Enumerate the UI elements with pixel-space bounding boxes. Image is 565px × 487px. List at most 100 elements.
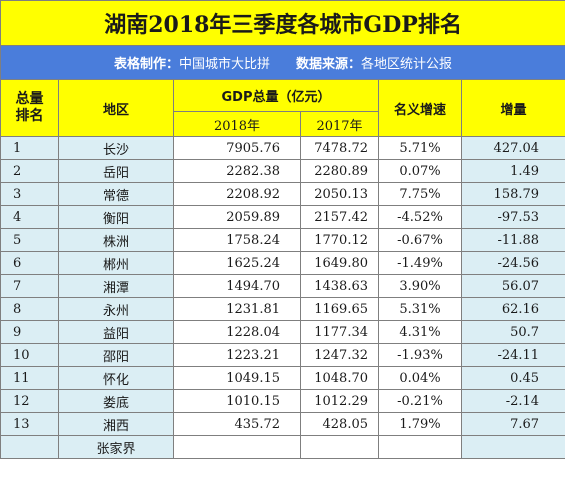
info-line: 表格制作：中国城市大比拼 数据来源：各地区统计公报 — [0, 45, 565, 80]
header-gdp-total: GDP总量（亿元） — [173, 79, 379, 112]
header-rank-line2: 排名 — [15, 108, 44, 124]
growth-cell: 3.90% — [378, 274, 462, 298]
city-cell: 娄底 — [58, 389, 174, 413]
gdp-2018-cell — [173, 435, 301, 459]
increase-cell: 427.04 — [460, 136, 565, 160]
city-cell: 怀化 — [58, 366, 174, 390]
rank-cell: 5 — [0, 228, 59, 252]
gdp-2018-cell: 1010.15 — [173, 389, 301, 413]
increase-cell: -11.88 — [460, 228, 565, 252]
gdp-2018-cell: 2059.89 — [173, 205, 301, 229]
gdp-2017-cell: 2280.89 — [300, 159, 379, 183]
increase-cell: -2.14 — [460, 389, 565, 413]
header-nominal-growth: 名义增速 — [378, 79, 462, 137]
gdp-2018-cell: 1758.24 — [173, 228, 301, 252]
header-rank-line1: 总量 — [15, 91, 44, 107]
city-cell: 益阳 — [58, 320, 174, 344]
growth-cell: -1.49% — [378, 251, 462, 275]
table-row: 5 株洲 1758.24 1770.12 -0.67% -11.88 — [0, 228, 565, 252]
increase-cell: 1.49 — [460, 159, 565, 183]
increase-cell: 158.79 — [460, 182, 565, 206]
gdp-2018-cell: 1049.15 — [173, 366, 301, 390]
increase-cell: -97.53 — [460, 205, 565, 229]
gdp-2018-cell: 2208.92 — [173, 182, 301, 206]
increase-cell: 0.45 — [460, 366, 565, 390]
gdp-2017-cell: 1247.32 — [300, 343, 379, 367]
gdp-2017-cell: 1048.70 — [300, 366, 379, 390]
growth-cell: 0.04% — [378, 366, 462, 390]
table-row: 1 长沙 7905.76 7478.72 5.71% 427.04 — [0, 136, 565, 160]
header-region: 地区 — [58, 79, 174, 137]
rank-cell: 10 — [0, 343, 59, 367]
city-cell: 郴州 — [58, 251, 174, 275]
table-row: 3 常德 2208.92 2050.13 7.75% 158.79 — [0, 182, 565, 206]
gdp-2018-cell: 435.72 — [173, 412, 301, 436]
gdp-2017-cell: 1169.65 — [300, 297, 379, 321]
table-row: 2 岳阳 2282.38 2280.89 0.07% 1.49 — [0, 159, 565, 183]
gdp-2017-cell: 7478.72 — [300, 136, 379, 160]
header-increment: 增量 — [460, 79, 565, 137]
gdp-2018-cell: 1494.70 — [173, 274, 301, 298]
table-row: 6 郴州 1625.24 1649.80 -1.49% -24.56 — [0, 251, 565, 275]
city-cell: 永州 — [58, 297, 174, 321]
increase-cell: -24.11 — [460, 343, 565, 367]
increase-cell: -24.56 — [460, 251, 565, 275]
city-cell: 张家界 — [58, 435, 174, 459]
gdp-2018-cell: 7905.76 — [173, 136, 301, 160]
table-title: 湖南2018年三季度各城市GDP排名 — [0, 0, 565, 46]
gdp-2017-cell: 2050.13 — [300, 182, 379, 206]
header-year-2018: 2018年 — [173, 111, 301, 137]
increase-cell: 56.07 — [460, 274, 565, 298]
source-label: 数据来源： — [296, 57, 362, 72]
rank-cell: 1 — [0, 136, 59, 160]
growth-cell: -4.52% — [378, 205, 462, 229]
gdp-2017-cell: 1012.29 — [300, 389, 379, 413]
growth-cell: -0.67% — [378, 228, 462, 252]
rank-cell: 4 — [0, 205, 59, 229]
growth-cell: -0.21% — [378, 389, 462, 413]
city-cell: 湘西 — [58, 412, 174, 436]
city-cell: 邵阳 — [58, 343, 174, 367]
increase-cell: 50.7 — [460, 320, 565, 344]
gdp-2018-cell: 1625.24 — [173, 251, 301, 275]
table-row: 张家界 — [0, 435, 565, 459]
rank-cell: 12 — [0, 389, 59, 413]
increase-cell — [460, 435, 565, 459]
growth-cell: 5.31% — [378, 297, 462, 321]
table-row: 9 益阳 1228.04 1177.34 4.31% 50.7 — [0, 320, 565, 344]
growth-cell — [378, 435, 462, 459]
rank-cell: 7 — [0, 274, 59, 298]
growth-cell: -1.93% — [378, 343, 462, 367]
gdp-ranking-table: 湖南2018年三季度各城市GDP排名 表格制作：中国城市大比拼 数据来源：各地区统… — [0, 0, 565, 459]
gdp-2018-cell: 1231.81 — [173, 297, 301, 321]
rank-cell — [0, 435, 59, 459]
gdp-2018-cell: 2282.38 — [173, 159, 301, 183]
rank-cell: 9 — [0, 320, 59, 344]
header-year-2017: 2017年 — [300, 111, 379, 137]
rank-cell: 6 — [0, 251, 59, 275]
source-value: 各地区统计公报 — [361, 57, 453, 72]
city-cell: 长沙 — [58, 136, 174, 160]
growth-cell: 4.31% — [378, 320, 462, 344]
gdp-2017-cell — [300, 435, 379, 459]
city-cell: 岳阳 — [58, 159, 174, 183]
city-cell: 衡阳 — [58, 205, 174, 229]
rank-cell: 2 — [0, 159, 59, 183]
gdp-2018-cell: 1228.04 — [173, 320, 301, 344]
gdp-2017-cell: 2157.42 — [300, 205, 379, 229]
increase-cell: 7.67 — [460, 412, 565, 436]
table-row: 10 邵阳 1223.21 1247.32 -1.93% -24.11 — [0, 343, 565, 367]
city-cell: 湘潭 — [58, 274, 174, 298]
made-by-label: 表格制作： — [113, 57, 179, 72]
header-rank: 总量 排名 — [0, 79, 59, 137]
growth-cell: 7.75% — [378, 182, 462, 206]
table-row: 4 衡阳 2059.89 2157.42 -4.52% -97.53 — [0, 205, 565, 229]
gdp-2017-cell: 1177.34 — [300, 320, 379, 344]
rank-cell: 3 — [0, 182, 59, 206]
gdp-2017-cell: 428.05 — [300, 412, 379, 436]
rank-cell: 11 — [0, 366, 59, 390]
gdp-2018-cell: 1223.21 — [173, 343, 301, 367]
table-row: 11 怀化 1049.15 1048.70 0.04% 0.45 — [0, 366, 565, 390]
table-row: 13 湘西 435.72 428.05 1.79% 7.67 — [0, 412, 565, 436]
